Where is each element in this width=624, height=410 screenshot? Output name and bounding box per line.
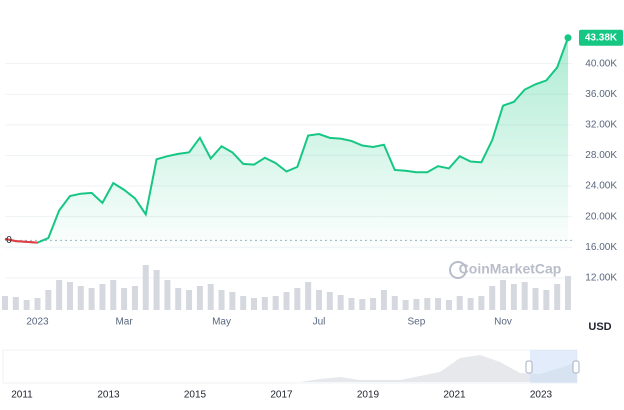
y-tick-label: 20.00K: [585, 211, 617, 222]
navigator-handle[interactable]: [525, 360, 533, 374]
x-tick-label: Mar: [115, 317, 133, 328]
x-tick-label: Sep: [408, 317, 426, 328]
x-tick-label: Nov: [494, 317, 512, 328]
x-tick-label: May: [212, 317, 231, 328]
navigator-label: 2013: [97, 390, 120, 401]
y-tick-label: 12.00K: [585, 273, 617, 284]
navigator-label: 2015: [184, 390, 207, 401]
price-line: [4, 37, 569, 244]
price-badge: [579, 29, 623, 46]
watermark-logo: [449, 261, 467, 279]
last-point: [564, 34, 572, 42]
navigator-area: [3, 355, 577, 382]
x-tick-label: 2023: [26, 317, 49, 328]
baseline-label: 0: [6, 235, 12, 246]
watermark: CoinMarketCap: [459, 261, 562, 277]
navigator-selection[interactable]: [530, 350, 577, 383]
navigator-label: 2017: [270, 390, 293, 401]
y-tick-label: 40.00K: [585, 58, 617, 69]
y-tick-label: 24.00K: [585, 181, 617, 192]
navigator-handle[interactable]: [572, 360, 580, 374]
price-area: [5, 37, 568, 310]
price-badge-label: 43.38K: [585, 32, 618, 43]
y-tick-label: 32.00K: [585, 119, 617, 130]
navigator-label: 2011: [11, 390, 33, 401]
y-tick-label: 28.00K: [585, 150, 617, 161]
currency-label: USD: [588, 321, 611, 333]
price-line-down: [4, 237, 38, 244]
navigator-label: 2023: [530, 390, 553, 401]
y-tick-label: 16.00K: [585, 242, 617, 253]
x-tick-label: Jul: [313, 317, 326, 328]
y-tick-label: 36.00K: [585, 89, 617, 100]
navigator-label: 2021: [443, 390, 466, 401]
navigator-label: 2019: [357, 390, 380, 401]
